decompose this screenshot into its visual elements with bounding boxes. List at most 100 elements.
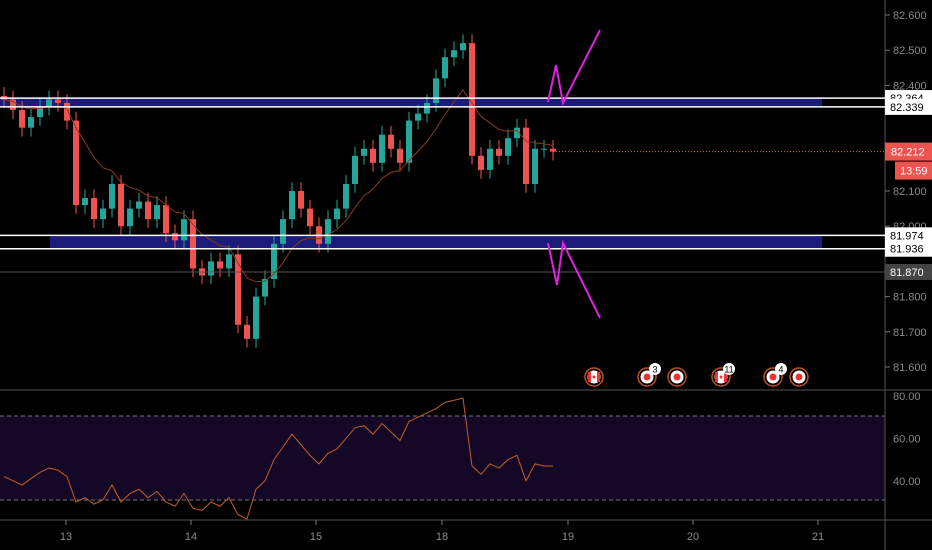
candle-body xyxy=(64,103,70,121)
price-tick-label: 82.600 xyxy=(893,10,927,22)
candle-body xyxy=(262,279,268,297)
candle-body xyxy=(415,113,421,121)
moving-average-line xyxy=(3,89,554,283)
candle-body xyxy=(181,219,187,241)
candle-body xyxy=(154,205,160,220)
flag-leaf-icon xyxy=(719,375,723,379)
candle-body xyxy=(532,148,538,184)
candle-body xyxy=(406,120,412,163)
candle-body xyxy=(235,254,241,325)
candle-body xyxy=(46,99,52,107)
candle-body xyxy=(190,219,196,269)
candle-body xyxy=(361,148,367,156)
candle-body xyxy=(442,57,448,79)
candle-body xyxy=(505,138,511,156)
flag-icon xyxy=(588,372,591,382)
candle-body xyxy=(208,261,214,276)
candle-body xyxy=(91,198,97,220)
price-tick-label: 82.400 xyxy=(893,80,927,92)
time-tick-label: 21 xyxy=(812,531,824,543)
level-price-label-bg xyxy=(885,263,932,280)
candle-body xyxy=(307,208,313,227)
candle-body xyxy=(334,208,340,220)
level-price-label: 81.974 xyxy=(890,230,924,242)
candle-body xyxy=(82,198,88,206)
rsi-tick-label: 80.00 xyxy=(893,391,921,403)
event-count[interactable]: 4 xyxy=(778,365,783,375)
candle-body xyxy=(136,201,142,209)
candle-body xyxy=(496,148,502,156)
candle-body xyxy=(163,205,169,234)
flag-icon xyxy=(715,372,718,382)
time-tick-label: 18 xyxy=(436,531,448,543)
zigzag-up-drawing xyxy=(547,29,601,107)
candle-body xyxy=(388,134,394,149)
price-tick-label: 81.700 xyxy=(893,327,927,339)
event-dot-icon[interactable] xyxy=(769,373,777,381)
zigzag-down-drawing xyxy=(547,239,601,319)
event-count[interactable]: 11 xyxy=(724,365,733,375)
candle-body xyxy=(397,148,403,163)
candle-body xyxy=(271,243,277,279)
event-count-badge[interactable] xyxy=(775,363,787,375)
rsi-line xyxy=(3,397,553,520)
time-tick-label: 15 xyxy=(310,531,322,543)
price-tick-label: 82.100 xyxy=(893,186,927,198)
candle-body xyxy=(19,110,25,128)
candle-body xyxy=(478,155,484,170)
candle-body xyxy=(550,148,556,152)
candle-body xyxy=(352,155,358,184)
event-count[interactable]: 3 xyxy=(652,365,657,375)
candle-body xyxy=(325,219,331,244)
rsi-tick-label: 60.00 xyxy=(893,433,921,445)
event-count-badge[interactable] xyxy=(649,363,661,375)
candle-body xyxy=(145,201,151,220)
time-tick-label: 19 xyxy=(562,531,574,543)
candle-body xyxy=(343,183,349,209)
countdown-label: 13:59 xyxy=(900,166,928,178)
price-tick-label: 82.500 xyxy=(893,45,927,57)
price-tick-label: 81.800 xyxy=(893,292,927,304)
candle-body xyxy=(28,117,34,128)
flag-icon xyxy=(597,372,600,382)
candle-body xyxy=(217,261,223,269)
candle-body xyxy=(469,43,475,156)
candle-body xyxy=(37,106,43,118)
candle-body xyxy=(73,120,79,206)
candle-body xyxy=(298,191,304,209)
level-price-label: 81.870 xyxy=(890,267,924,279)
event-dot-icon[interactable] xyxy=(795,373,803,381)
rsi-tick-label: 40.00 xyxy=(893,476,921,488)
flag-leaf-icon xyxy=(592,375,596,379)
candle-body xyxy=(118,183,124,227)
candle-body xyxy=(55,99,61,103)
level-price-label: 82.339 xyxy=(890,102,924,114)
level-price-label: 81.936 xyxy=(890,244,924,256)
candle-body xyxy=(289,191,295,220)
candle-body xyxy=(487,148,493,170)
candle-body xyxy=(424,103,430,114)
candle-body xyxy=(370,148,376,163)
candle-body xyxy=(244,324,250,339)
candle-body xyxy=(433,78,439,103)
candle-body xyxy=(541,148,547,150)
candle-body xyxy=(100,208,106,220)
resistance-zone xyxy=(0,98,822,107)
level-price-label-bg xyxy=(885,227,932,244)
event-dot-icon[interactable] xyxy=(643,373,651,381)
candle-body xyxy=(127,208,133,227)
support-zone xyxy=(50,235,822,249)
time-tick-label: 14 xyxy=(185,531,197,543)
candle-body xyxy=(451,50,457,58)
event-dot-icon[interactable] xyxy=(673,373,681,381)
current-price-label: 82.212 xyxy=(891,147,925,159)
candle-body xyxy=(523,127,529,184)
event-count-badge[interactable] xyxy=(723,363,735,375)
price-tick-label: 81.600 xyxy=(893,362,927,374)
candle-body xyxy=(460,43,466,51)
level-price-label-bg xyxy=(885,240,932,257)
candle-body xyxy=(280,219,286,244)
time-tick-label: 20 xyxy=(687,531,699,543)
